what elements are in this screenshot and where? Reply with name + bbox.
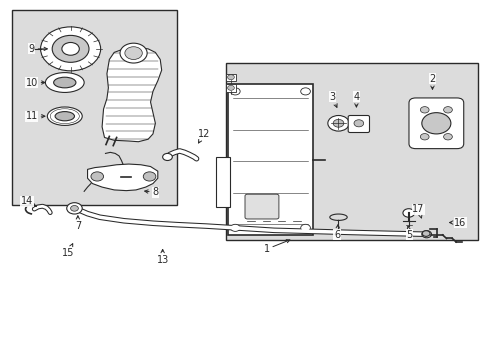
Text: 15: 15: [62, 244, 74, 258]
FancyBboxPatch shape: [228, 84, 313, 235]
Text: 17: 17: [412, 204, 425, 218]
Circle shape: [67, 203, 82, 214]
Ellipse shape: [53, 77, 76, 88]
Text: 14: 14: [21, 196, 36, 207]
Circle shape: [420, 107, 429, 113]
Circle shape: [52, 35, 89, 62]
Circle shape: [354, 120, 364, 127]
Bar: [12, 10, 177, 205]
Circle shape: [71, 206, 78, 211]
Circle shape: [230, 224, 240, 231]
Circle shape: [420, 134, 429, 140]
Circle shape: [62, 42, 79, 55]
Text: 6: 6: [334, 225, 340, 240]
Circle shape: [422, 231, 430, 237]
Text: 7: 7: [75, 216, 81, 231]
Text: 3: 3: [329, 92, 337, 107]
Circle shape: [422, 113, 451, 134]
Text: 13: 13: [156, 249, 169, 265]
Circle shape: [403, 209, 415, 217]
Circle shape: [143, 172, 156, 181]
Circle shape: [422, 231, 432, 238]
Circle shape: [443, 107, 452, 113]
Ellipse shape: [46, 73, 84, 93]
Circle shape: [328, 116, 349, 131]
Text: 10: 10: [25, 77, 45, 87]
Bar: [225, 84, 236, 92]
Circle shape: [125, 47, 142, 59]
Circle shape: [163, 153, 172, 161]
Circle shape: [301, 88, 310, 95]
Text: 4: 4: [353, 92, 360, 107]
Circle shape: [443, 134, 452, 140]
Ellipse shape: [55, 112, 74, 121]
Bar: [216, 157, 230, 207]
Text: 2: 2: [429, 74, 436, 89]
Bar: [225, 63, 478, 240]
Text: 9: 9: [29, 44, 48, 54]
Circle shape: [230, 88, 240, 95]
Circle shape: [333, 120, 344, 127]
Circle shape: [227, 75, 234, 80]
Circle shape: [41, 27, 100, 71]
Circle shape: [227, 85, 234, 90]
FancyBboxPatch shape: [409, 98, 464, 149]
FancyBboxPatch shape: [348, 116, 369, 132]
Circle shape: [91, 172, 103, 181]
Ellipse shape: [48, 107, 82, 125]
Circle shape: [120, 43, 147, 63]
FancyBboxPatch shape: [245, 194, 279, 219]
Bar: [225, 74, 236, 81]
Text: 5: 5: [407, 226, 413, 240]
Text: 1: 1: [264, 240, 290, 254]
Text: 12: 12: [197, 129, 210, 143]
Circle shape: [301, 224, 310, 231]
Polygon shape: [88, 164, 158, 191]
Text: 16: 16: [449, 217, 466, 228]
Text: 11: 11: [25, 111, 45, 121]
Text: 8: 8: [145, 188, 158, 197]
Polygon shape: [102, 47, 162, 142]
